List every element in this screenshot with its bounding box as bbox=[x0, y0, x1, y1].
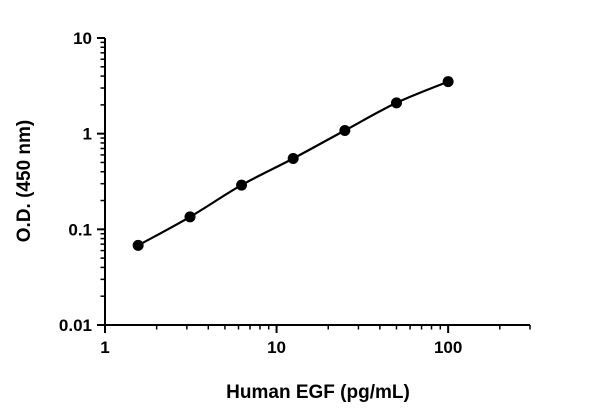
x-tick-label: 1 bbox=[100, 338, 109, 357]
y-tick-label: 0.1 bbox=[68, 220, 92, 239]
y-tick-label: 1 bbox=[83, 125, 92, 144]
data-point bbox=[442, 76, 454, 88]
data-point bbox=[339, 124, 351, 136]
y-tick-label: 0.01 bbox=[59, 316, 92, 335]
data-point bbox=[184, 211, 196, 223]
data-point bbox=[390, 97, 402, 109]
data-point bbox=[287, 153, 299, 165]
data-point bbox=[236, 179, 248, 191]
y-axis-label: O.D. (450 nm) bbox=[14, 120, 35, 242]
x-tick-label: 100 bbox=[434, 338, 462, 357]
x-tick-label: 10 bbox=[267, 338, 286, 357]
data-point bbox=[132, 239, 144, 251]
x-axis-label: Human EGF (pg/mL) bbox=[226, 382, 410, 403]
y-tick-label: 10 bbox=[73, 29, 92, 48]
